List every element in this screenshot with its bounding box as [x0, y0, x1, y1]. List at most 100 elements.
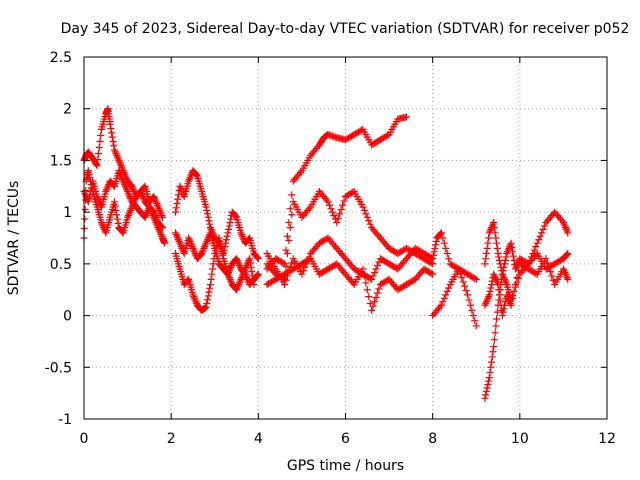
data-point-marker — [299, 267, 307, 275]
data-point-marker — [562, 224, 570, 232]
data-point-marker — [150, 193, 158, 201]
data-point-marker — [203, 300, 211, 308]
data-point-marker — [87, 177, 95, 185]
data-point-marker — [532, 243, 540, 251]
data-point-marker — [543, 259, 551, 267]
data-point-marker — [482, 391, 490, 399]
data-point-marker — [328, 208, 336, 216]
data-point-marker — [442, 291, 450, 299]
data-point-marker — [336, 210, 344, 218]
data-point-marker — [207, 225, 215, 233]
data-point-marker — [118, 228, 126, 236]
data-point-marker — [288, 191, 296, 199]
data-point-marker — [233, 256, 241, 264]
y-tick-label: -1 — [58, 412, 72, 428]
data-point-marker — [482, 387, 490, 395]
data-point-marker — [501, 275, 509, 283]
data-point-marker — [483, 244, 491, 252]
data-point-marker — [526, 256, 534, 264]
data-point-marker — [111, 202, 119, 210]
data-point-marker — [442, 244, 450, 252]
data-point-marker — [490, 218, 498, 226]
data-point-marker — [186, 237, 194, 245]
data-point-marker — [201, 241, 209, 249]
data-point-marker — [562, 270, 570, 278]
data-point-marker — [495, 253, 503, 261]
data-point-marker — [106, 120, 114, 128]
data-point-marker — [111, 148, 119, 156]
data-point-marker — [173, 232, 181, 240]
data-point-marker — [238, 231, 246, 239]
data-point-marker — [209, 265, 217, 273]
data-point-marker — [157, 210, 165, 218]
data-point-marker — [108, 133, 116, 141]
data-point-marker — [185, 236, 193, 244]
data-point-marker — [246, 259, 254, 267]
data-point-marker — [486, 368, 494, 376]
data-point-marker — [110, 181, 118, 189]
data-point-marker — [125, 191, 133, 199]
data-point-marker — [436, 303, 444, 311]
data-point-marker — [491, 329, 499, 337]
data-point-marker — [190, 248, 198, 256]
data-point-marker — [225, 274, 233, 282]
series-track-o — [481, 255, 572, 320]
data-point-marker — [375, 285, 383, 293]
data-point-marker — [81, 196, 89, 204]
data-point-marker — [158, 223, 166, 231]
data-point-marker — [95, 144, 103, 151]
data-point-marker — [241, 270, 249, 278]
series-track-n — [481, 208, 572, 304]
data-point-marker — [562, 225, 570, 233]
data-point-marker — [559, 218, 567, 226]
data-point-marker — [111, 146, 119, 154]
data-point-marker — [173, 200, 181, 208]
data-point-marker — [237, 275, 245, 283]
data-point-marker — [298, 270, 306, 278]
data-point-marker — [282, 246, 290, 254]
data-point-marker — [280, 281, 288, 289]
data-point-marker — [430, 248, 438, 256]
y-tick-label: 2.5 — [50, 50, 72, 66]
data-point-marker — [514, 267, 522, 275]
data-point-marker — [102, 187, 110, 195]
data-point-marker — [188, 241, 196, 249]
data-point-marker — [235, 279, 243, 287]
data-point-marker — [176, 239, 184, 247]
data-point-marker — [499, 308, 507, 316]
data-point-marker — [488, 358, 496, 366]
data-point-marker — [359, 265, 367, 273]
data-point-marker — [154, 203, 162, 211]
data-point-marker — [243, 275, 251, 283]
data-point-marker — [500, 305, 508, 313]
data-point-marker — [491, 274, 499, 282]
data-point-marker — [233, 255, 241, 263]
data-point-marker — [485, 374, 493, 382]
data-point-marker — [225, 268, 233, 276]
data-point-marker — [443, 287, 451, 295]
data-point-marker — [207, 275, 215, 283]
data-point-marker — [507, 301, 515, 309]
data-point-marker — [508, 243, 516, 251]
data-point-marker — [187, 239, 195, 247]
data-point-marker — [459, 278, 467, 286]
data-point-marker — [174, 234, 182, 242]
data-point-marker — [121, 182, 129, 190]
data-point-marker — [485, 293, 493, 301]
data-point-marker — [482, 255, 490, 263]
y-tick-label: 1.5 — [50, 153, 72, 169]
data-point-marker — [373, 289, 381, 297]
data-point-marker — [560, 267, 568, 275]
data-point-marker — [237, 229, 245, 237]
data-point-marker — [366, 220, 374, 228]
data-point-marker — [172, 229, 180, 237]
data-point-marker — [465, 296, 473, 304]
data-point-marker — [233, 284, 241, 292]
data-point-marker — [142, 212, 150, 220]
data-point-marker — [192, 298, 200, 306]
data-point-marker — [527, 253, 535, 261]
data-point-marker — [334, 214, 342, 222]
data-point-marker — [472, 322, 480, 330]
data-point-marker — [466, 301, 474, 309]
data-point-marker — [158, 213, 166, 221]
